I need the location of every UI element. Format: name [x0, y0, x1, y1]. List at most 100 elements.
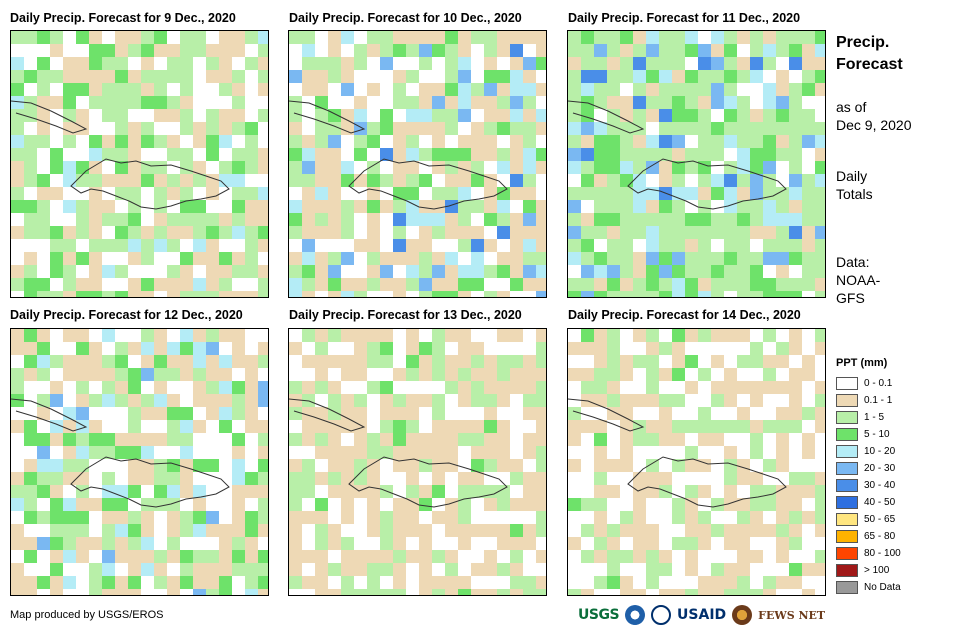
precip-cell: [367, 589, 380, 595]
precip-cell: [594, 187, 607, 200]
precip-cell: [63, 226, 76, 239]
precip-cell: [354, 550, 367, 563]
precip-cell: [289, 498, 302, 511]
precip-cell: [711, 239, 724, 252]
precip-cell: [802, 265, 815, 278]
precip-cell: [685, 407, 698, 420]
precip-cell: [581, 511, 594, 524]
precip-cell: [620, 96, 633, 109]
precip-cell: [206, 563, 219, 576]
panel-title-dec12: Daily Precip. Forecast for 12 Dec., 2020: [10, 308, 243, 322]
precip-cell: [484, 252, 497, 265]
precip-cell: [789, 148, 802, 161]
precip-cell: [128, 278, 141, 291]
precip-cell: [50, 524, 63, 537]
precip-cell: [672, 135, 685, 148]
precip-cell: [646, 44, 659, 57]
precip-cell: [406, 472, 419, 485]
map-canvas: [11, 329, 268, 595]
precip-cell: [76, 446, 89, 459]
precip-cell: [458, 485, 471, 498]
legend-item: 30 - 40: [836, 477, 901, 494]
precip-cell: [789, 226, 802, 239]
precip-cell: [380, 213, 393, 226]
precip-cell: [76, 239, 89, 252]
precip-cell: [180, 342, 193, 355]
precip-cell: [328, 83, 341, 96]
precip-cell: [24, 252, 37, 265]
precip-cell: [458, 83, 471, 96]
precip-cell: [737, 407, 750, 420]
precip-cell: [341, 122, 354, 135]
precip-cell: [76, 70, 89, 83]
precip-cell: [380, 589, 393, 595]
precip-cell: [711, 265, 724, 278]
precip-cell: [141, 498, 154, 511]
precip-cell: [341, 394, 354, 407]
precip-cell: [141, 239, 154, 252]
precip-cell: [380, 576, 393, 589]
precip-cell: [115, 537, 128, 550]
precip-cell: [180, 459, 193, 472]
precip-cell: [620, 381, 633, 394]
precip-cell: [568, 135, 581, 148]
precip-cell: [63, 459, 76, 472]
precip-cell: [193, 252, 206, 265]
precip-cell: [672, 252, 685, 265]
precip-cell: [659, 161, 672, 174]
precip-cell: [815, 122, 825, 135]
precip-cell: [141, 524, 154, 537]
noaa-logo-icon: [625, 605, 646, 625]
precip-cell: [50, 511, 63, 524]
precip-cell: [646, 200, 659, 213]
precip-cell: [128, 329, 141, 342]
precip-cell: [393, 368, 406, 381]
precip-cell: [50, 291, 63, 297]
precip-cell: [367, 563, 380, 576]
precip-cell: [380, 420, 393, 433]
precip-cell: [302, 355, 315, 368]
precip-cell: [594, 239, 607, 252]
precip-cell: [354, 394, 367, 407]
precip-cell: [458, 122, 471, 135]
precip-cell: [76, 485, 89, 498]
precip-cell: [393, 57, 406, 70]
precip-cell: [510, 278, 523, 291]
precip-cell: [328, 446, 341, 459]
precip-cell: [328, 368, 341, 381]
precip-cell: [523, 368, 536, 381]
precip-cell: [432, 576, 445, 589]
precip-cell: [789, 291, 802, 297]
precip-cell: [245, 420, 258, 433]
precip-cell: [620, 329, 633, 342]
precip-cell: [581, 291, 594, 297]
precip-cell: [406, 135, 419, 148]
precip-cell: [115, 511, 128, 524]
precip-cell: [445, 498, 458, 511]
precip-cell: [685, 174, 698, 187]
precip-cell: [37, 200, 50, 213]
precip-cell: [245, 537, 258, 550]
precip-cell: [406, 589, 419, 595]
precip-cell: [102, 498, 115, 511]
precip-cell: [180, 355, 193, 368]
precip-cell: [659, 394, 672, 407]
precip-cell: [206, 485, 219, 498]
precip-cell: [393, 511, 406, 524]
precip-cell: [607, 174, 620, 187]
precip-cell: [698, 83, 711, 96]
precip-cell: [711, 174, 724, 187]
precip-cell: [206, 589, 219, 595]
precip-cell: [102, 550, 115, 563]
precip-cell: [672, 44, 685, 57]
precip-cell: [102, 109, 115, 122]
precip-cell: [128, 252, 141, 265]
precip-cell: [484, 420, 497, 433]
precip-cell: [419, 252, 432, 265]
precip-cell: [568, 174, 581, 187]
precip-cell: [393, 524, 406, 537]
precip-cell: [24, 135, 37, 148]
precip-cell: [393, 433, 406, 446]
precip-cell: [37, 394, 50, 407]
precip-cell: [510, 70, 523, 83]
